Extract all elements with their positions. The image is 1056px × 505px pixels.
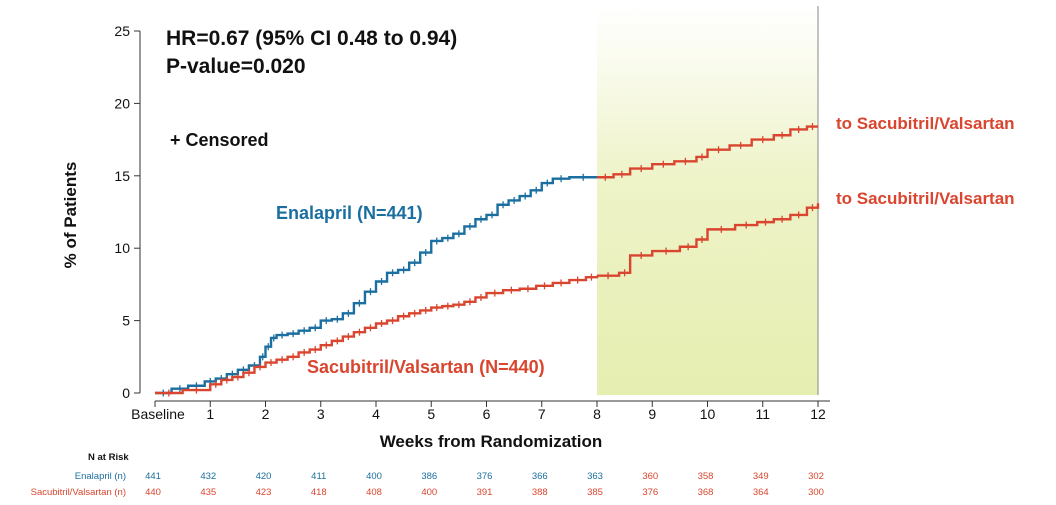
risk-cell-1-9: 376 — [642, 487, 658, 498]
x-tick-label-7: 7 — [538, 406, 546, 422]
risk-cell-0-1: 432 — [200, 471, 216, 482]
risk-table-title: N at Risk — [88, 452, 129, 463]
risk-cell-1-5: 400 — [421, 487, 437, 498]
y-tick-label-5: 5 — [122, 313, 130, 329]
risk-cell-1-1: 435 — [200, 487, 216, 498]
y-tick-label-25: 25 — [114, 23, 130, 39]
risk-cell-1-3: 418 — [311, 487, 327, 498]
end-label-upper: to Sacubitril/Valsartan — [836, 114, 1015, 133]
series-label-sacubitril: Sacubitril/Valsartan (N=440) — [307, 357, 545, 377]
risk-cell-0-4: 400 — [366, 471, 382, 482]
x-axis-title: Weeks from Randomization — [380, 432, 603, 451]
censored-legend: + Censored — [170, 130, 269, 150]
risk-cell-1-10: 368 — [698, 487, 714, 498]
x-tick-label-8: 8 — [593, 406, 601, 422]
risk-cell-1-6: 391 — [477, 487, 493, 498]
x-tick-label-10: 10 — [700, 406, 716, 422]
x-tick-label-11: 11 — [755, 406, 770, 422]
x-tick-label-6: 6 — [483, 406, 491, 422]
series-line-3 — [597, 203, 820, 277]
risk-cell-0-5: 386 — [421, 471, 437, 482]
series-label-enalapril: Enalapril (N=441) — [276, 203, 423, 223]
risk-cell-1-12: 300 — [808, 487, 824, 498]
end-label-lower: to Sacubitril/Valsartan — [836, 189, 1015, 208]
crossover-highlight-region — [597, 6, 818, 395]
risk-cell-1-4: 408 — [366, 487, 382, 498]
risk-cell-0-11: 349 — [753, 471, 769, 482]
risk-row-label-sacubitril: Sacubitril/Valsartan (n) — [31, 487, 126, 498]
x-tick-label-9: 9 — [648, 406, 656, 422]
y-tick-label-20: 20 — [114, 95, 130, 111]
x-tick-label-3: 3 — [317, 406, 325, 422]
series-line-2 — [597, 125, 818, 179]
risk-cell-1-8: 385 — [587, 487, 603, 498]
risk-cell-0-2: 420 — [256, 471, 272, 482]
y-tick-label-0: 0 — [122, 385, 130, 401]
x-tick-label-1: 1 — [206, 406, 214, 422]
risk-cell-0-10: 358 — [698, 471, 714, 482]
series-line-1 — [155, 275, 599, 395]
risk-cell-0-3: 411 — [311, 471, 326, 482]
x-tick-label-2: 2 — [262, 406, 270, 422]
series-lines — [155, 123, 820, 397]
risk-cell-0-0: 441 — [145, 471, 161, 482]
x-tick-label-0: Baseline — [131, 406, 185, 422]
y-tick-label-15: 15 — [114, 168, 130, 184]
hazard-ratio-text: HR=0.67 (95% CI 0.48 to 0.94) — [166, 27, 457, 50]
risk-cells: 441 432 420 411 400 386 376 366 363 360 358 349 302 4… — [145, 471, 824, 498]
risk-cell-0-6: 376 — [477, 471, 493, 482]
risk-cell-0-9: 360 — [642, 471, 658, 482]
risk-cell-0-12: 302 — [808, 471, 824, 482]
risk-table: N at Risk Enalapril (n) Sacubitril/Valsa… — [31, 452, 824, 498]
y-tick-label-10: 10 — [114, 240, 130, 256]
risk-cell-1-7: 388 — [532, 487, 548, 498]
risk-cell-1-0: 440 — [145, 487, 161, 498]
y-axis-title: % of Patients — [61, 162, 80, 269]
p-value-text: P-value=0.020 — [166, 55, 306, 78]
risk-cell-1-11: 364 — [753, 487, 769, 498]
risk-cell-0-7: 366 — [532, 471, 548, 482]
risk-row-label-enalapril: Enalapril (n) — [75, 471, 126, 482]
risk-cell-0-8: 363 — [587, 471, 603, 482]
x-tick-label-12: 12 — [810, 406, 826, 422]
x-tick-label-4: 4 — [372, 406, 380, 422]
x-tick-label-5: 5 — [427, 406, 435, 422]
risk-cell-1-2: 423 — [256, 487, 272, 498]
